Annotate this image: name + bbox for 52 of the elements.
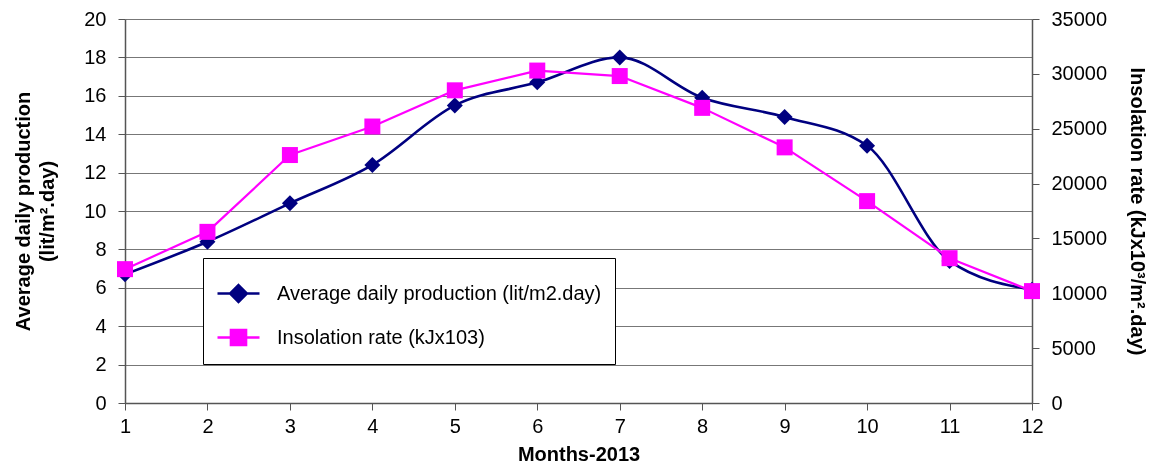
y-tick-label: 10 <box>84 199 107 222</box>
y-tick-label: 18 <box>84 45 107 68</box>
x-tick-label: 1 <box>119 414 132 437</box>
x-tick-label: 12 <box>1021 414 1044 437</box>
point <box>776 139 793 156</box>
x-tick-label: 10 <box>856 414 879 437</box>
x-tick-label: 11 <box>939 414 961 437</box>
y2-tick-label: 10000 <box>1051 281 1108 304</box>
y-tick-label: 14 <box>84 122 107 145</box>
point <box>281 195 298 212</box>
y-tick-label: 8 <box>95 237 107 260</box>
y-tick-label: 12 <box>84 161 107 184</box>
point <box>694 99 711 116</box>
y2-tick-label: 25000 <box>1051 117 1108 140</box>
point <box>859 137 876 154</box>
y2-tick-label: 15000 <box>1051 226 1108 249</box>
x-tick-label: 2 <box>202 414 214 437</box>
y-tick-label: 2 <box>95 353 107 376</box>
point <box>446 97 463 114</box>
point <box>364 118 381 135</box>
point <box>529 62 546 79</box>
y-tick-label: 6 <box>95 276 107 299</box>
point <box>281 147 298 164</box>
point <box>611 49 628 66</box>
x-tick-label: 4 <box>367 414 379 437</box>
point <box>117 261 133 278</box>
y-tick-label: 0 <box>95 391 107 414</box>
y2-axis-title: Insolation rate (kJx10³/m².day) <box>1127 67 1150 356</box>
point <box>859 193 876 210</box>
x-tick-label: 3 <box>284 414 296 437</box>
y-tick-label: 4 <box>95 314 107 337</box>
y2-tick-label: 30000 <box>1051 62 1108 85</box>
x-tick-label: 5 <box>449 414 461 437</box>
x-tick-label: 8 <box>697 414 709 437</box>
legend-label: Average daily production (lit/m2.day) <box>277 281 602 304</box>
x-tick-label: 6 <box>532 414 544 437</box>
y-tick-label: 16 <box>84 84 107 107</box>
y-tick-label: 20 <box>84 7 107 30</box>
y2-tick-label: 35000 <box>1051 7 1108 30</box>
point <box>364 156 381 173</box>
y2-tick-label: 20000 <box>1051 172 1108 195</box>
x-tick-label: 7 <box>614 414 626 437</box>
point <box>776 108 793 125</box>
point <box>199 223 216 240</box>
x-tick-label: 9 <box>779 414 791 437</box>
x-axis-title: Months-2013 <box>517 442 641 465</box>
legend-label: Insolation rate (kJx103) <box>277 325 485 348</box>
y2-tick-label: 0 <box>1051 391 1063 414</box>
y-axis-title: Average daily production (lit/m².day) <box>12 91 59 332</box>
point <box>446 82 463 99</box>
y2-tick-label: 5000 <box>1051 336 1096 359</box>
point <box>611 68 628 85</box>
